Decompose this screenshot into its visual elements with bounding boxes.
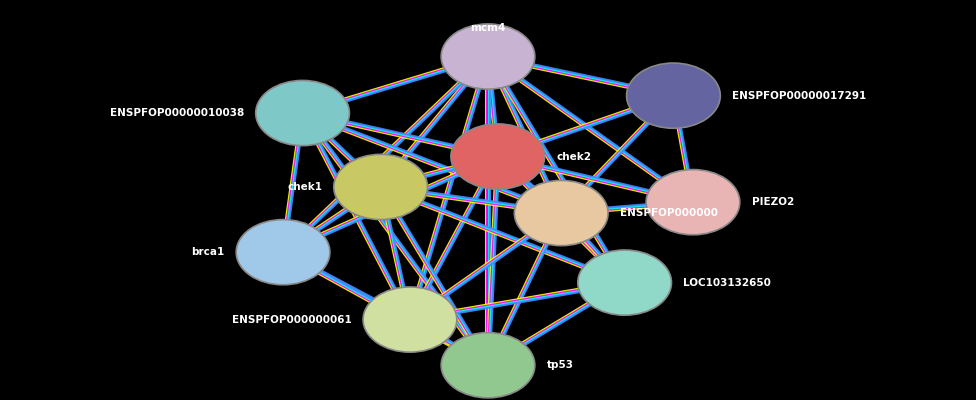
Text: PIEZO2: PIEZO2 xyxy=(752,197,793,207)
Text: mcm4: mcm4 xyxy=(470,23,506,33)
Text: tp53: tp53 xyxy=(547,360,574,370)
Text: ENSPFOP00000010038: ENSPFOP00000010038 xyxy=(109,108,244,118)
Ellipse shape xyxy=(334,154,427,220)
Ellipse shape xyxy=(256,80,349,146)
Text: ENSPFOP000000: ENSPFOP000000 xyxy=(620,208,717,218)
Ellipse shape xyxy=(441,333,535,398)
Ellipse shape xyxy=(236,220,330,285)
Ellipse shape xyxy=(451,124,545,189)
Text: LOC103132650: LOC103132650 xyxy=(683,278,771,288)
Ellipse shape xyxy=(578,250,671,315)
Ellipse shape xyxy=(363,287,457,352)
Ellipse shape xyxy=(627,63,720,128)
Text: chek1: chek1 xyxy=(287,182,322,192)
Text: ENSPFOP00000017291: ENSPFOP00000017291 xyxy=(732,91,867,101)
Text: brca1: brca1 xyxy=(191,247,224,257)
Text: ENSPFOP000000061: ENSPFOP000000061 xyxy=(231,314,351,324)
Ellipse shape xyxy=(514,180,608,246)
Text: chek2: chek2 xyxy=(556,152,591,162)
Ellipse shape xyxy=(646,170,740,235)
Ellipse shape xyxy=(441,24,535,89)
